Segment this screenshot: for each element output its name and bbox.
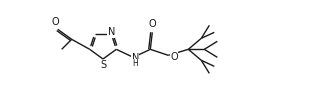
Text: O: O [148,19,156,29]
Text: S: S [100,61,106,71]
Text: H: H [132,59,138,68]
Text: N: N [132,53,139,63]
Text: O: O [52,17,60,27]
Text: N: N [108,27,115,37]
Text: O: O [170,52,178,62]
